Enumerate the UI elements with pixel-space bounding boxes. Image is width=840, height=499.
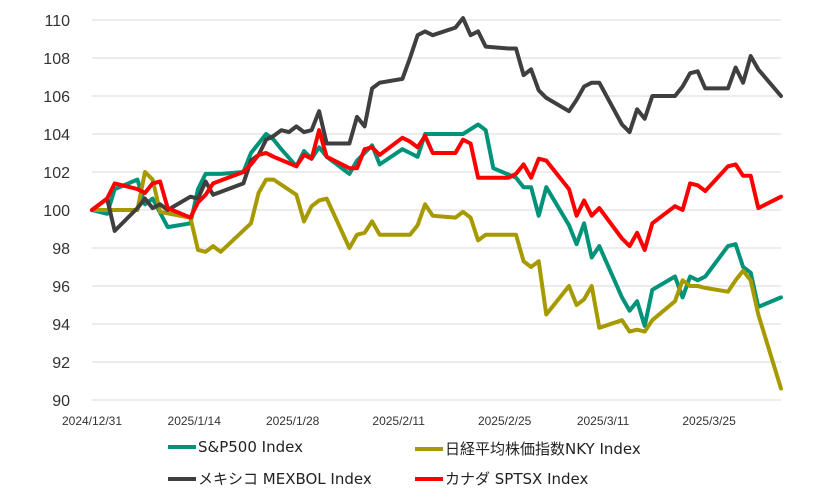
legend-item-sp500: S&P500 Index — [168, 438, 303, 456]
x-tick-label: 2025/1/28 — [266, 414, 320, 428]
legend-swatch-sptsx — [415, 476, 443, 481]
legend-item-nikkei: 日経平均株価指数NKY Index — [415, 438, 641, 459]
y-tick-label: 100 — [43, 203, 70, 220]
legend-item-sptsx: カナダ SPTSX Index — [415, 468, 588, 489]
x-tick-label: 2025/3/11 — [577, 414, 630, 428]
legend-label-mexbol: メキシコ MEXBOL Index — [198, 470, 372, 488]
x-tick-label: 2025/3/25 — [682, 414, 736, 428]
x-tick-label: 2025/1/14 — [168, 414, 222, 428]
legend-label-sp500: S&P500 Index — [198, 438, 303, 456]
series-line-sptsx — [90, 128, 783, 252]
y-tick-label: 90 — [52, 393, 70, 410]
legend-swatch-mexbol — [168, 476, 196, 481]
y-tick-label: 108 — [43, 51, 70, 68]
x-tick-label: 2025/2/11 — [372, 414, 425, 428]
legend-swatch-nikkei — [415, 446, 443, 451]
y-tick-label: 98 — [52, 241, 70, 258]
y-tick-label: 110 — [44, 13, 70, 30]
series-line-nikkei — [90, 170, 783, 391]
y-tick-label: 92 — [52, 355, 70, 372]
y-tick-label: 96 — [52, 279, 70, 296]
y-axis-ticks: 90 92 94 96 98 100 102 104 106 108 110 — [43, 13, 70, 410]
legend-label-sptsx: カナダ SPTSX Index — [445, 470, 589, 488]
y-tick-label: 106 — [43, 89, 70, 106]
y-tick-label: 104 — [43, 127, 70, 144]
series-lines — [90, 16, 783, 391]
legend-label-nikkei: 日経平均株価指数NKY Index — [445, 440, 641, 458]
x-tick-label: 2025/2/25 — [478, 414, 532, 428]
x-tick-label: 2024/12/31 — [62, 414, 122, 428]
y-tick-label: 102 — [43, 165, 70, 182]
series-line-mexbol — [90, 16, 783, 233]
x-axis-ticks: 2024/12/31 2025/1/14 2025/1/28 2025/2/11 202… — [62, 414, 736, 428]
series-line-sp500 — [90, 122, 783, 328]
legend: S&P500 Index 日経平均株価指数NKY Index メキシコ MEXB… — [0, 430, 840, 499]
legend-item-mexbol: メキシコ MEXBOL Index — [168, 468, 372, 489]
legend-swatch-sp500 — [168, 445, 196, 449]
y-tick-label: 94 — [52, 317, 70, 334]
